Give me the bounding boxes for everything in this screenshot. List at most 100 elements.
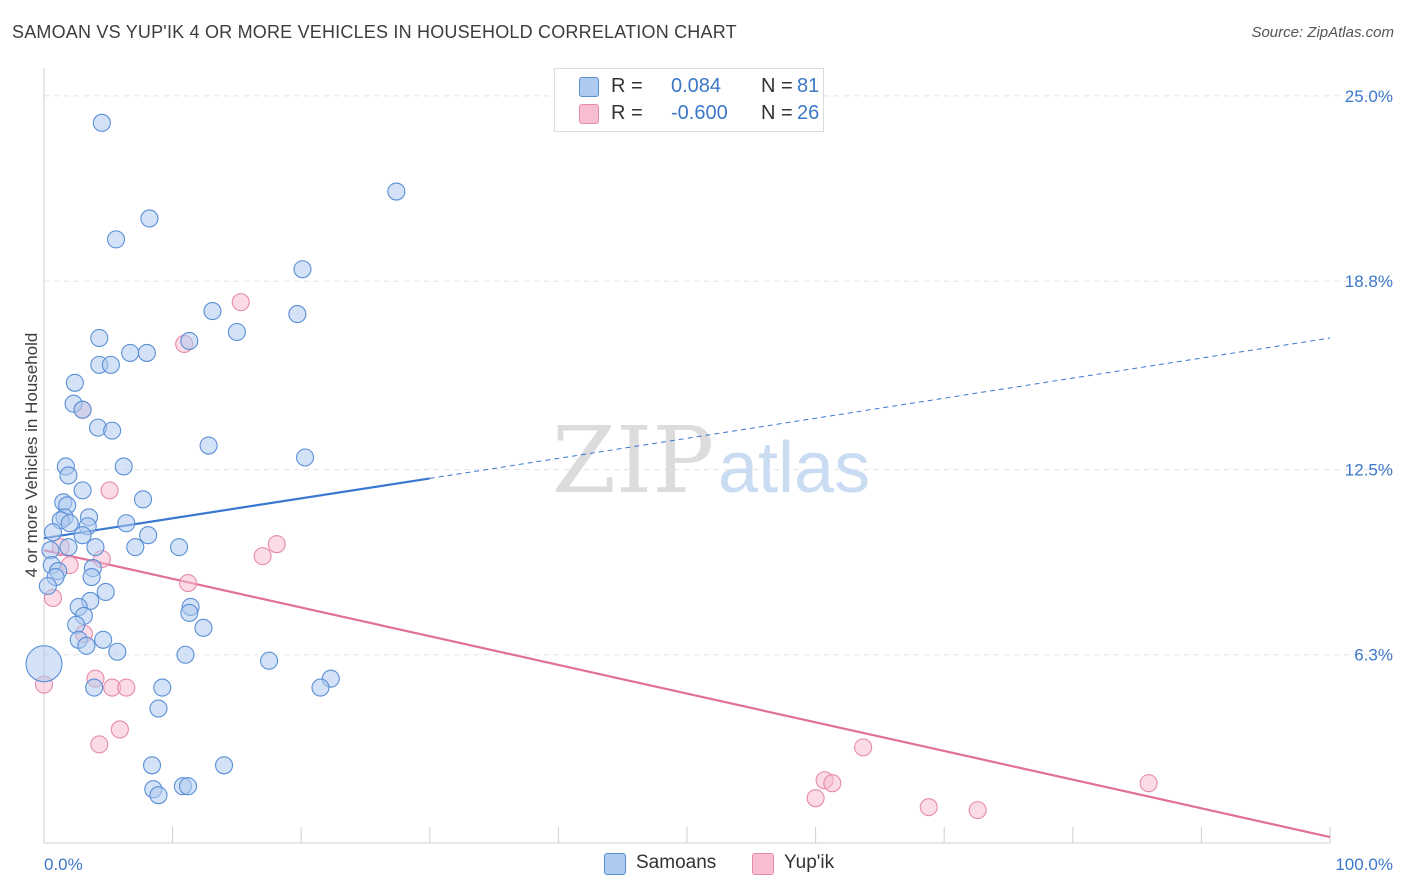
samoans-point	[176, 645, 195, 664]
samoans-point	[108, 642, 127, 661]
samoans-point	[85, 678, 104, 697]
yupik-point	[1139, 774, 1158, 793]
samoans-point	[126, 538, 145, 557]
samoans-r-label: R =	[611, 75, 643, 97]
yupik-r-value: -0.600	[671, 102, 728, 124]
samoans-swatch	[579, 77, 599, 97]
samoans-point	[106, 230, 126, 249]
samoans-point	[101, 355, 120, 374]
correlation-legend: R = 0.084 N = 81 R = -0.600 N = 26	[554, 68, 824, 132]
samoans-point	[114, 457, 133, 476]
x-tick-label-max: 100.0%	[1335, 855, 1393, 874]
watermark-zip: ZIP	[552, 407, 714, 514]
samoans-trend-line	[43, 477, 430, 540]
yupik-point	[231, 293, 250, 312]
y-tick-label: 18.8%	[1345, 272, 1393, 291]
y-tick-label: 12.5%	[1345, 460, 1393, 479]
samoans-trend-extension	[429, 337, 1331, 479]
samoans-point	[41, 541, 60, 560]
samoans-point	[137, 343, 156, 362]
samoans-point	[86, 538, 105, 557]
samoans-point	[296, 448, 315, 467]
yupik-point	[267, 535, 286, 554]
yupik-swatch	[579, 104, 599, 124]
samoans-point	[25, 645, 63, 683]
yupik-point	[110, 720, 129, 739]
samoans-point	[117, 514, 136, 533]
gridlines	[44, 95, 1394, 656]
samoans-point	[288, 305, 307, 324]
samoans-point	[38, 576, 57, 596]
samoans-n-value: 81	[797, 75, 820, 97]
samoans-n-label: N =	[761, 75, 793, 97]
samoans-point	[103, 421, 122, 440]
samoans-point	[96, 582, 115, 602]
yupik-point	[968, 801, 987, 820]
samoans-point	[90, 328, 109, 348]
source-label: Source: ZipAtlas.com	[1251, 24, 1394, 41]
yupik-point	[806, 789, 825, 808]
samoans-point	[194, 618, 213, 637]
samoans-point	[121, 343, 140, 362]
y-tick-label: 25.0%	[1345, 87, 1393, 106]
chart-title: SAMOAN VS YUP'IK 4 OR MORE VEHICLES IN H…	[12, 22, 737, 42]
watermark-atlas: atlas	[718, 428, 870, 508]
samoans-point	[82, 567, 101, 587]
y-tick-labels: 6.3% 12.5% 18.8% 25.0%	[1345, 87, 1393, 665]
samoans-point	[293, 260, 312, 279]
samoans-point	[199, 436, 218, 455]
samoans-point	[77, 636, 96, 655]
samoans-point	[67, 615, 86, 634]
samoans-point	[59, 538, 78, 557]
samoans-point	[43, 523, 63, 542]
samoans-point	[60, 514, 79, 533]
samoans-point	[73, 400, 92, 419]
samoans-point	[94, 630, 113, 649]
samoans-point	[142, 756, 162, 775]
samoans-point	[133, 490, 153, 509]
samoans-point	[214, 756, 234, 775]
yupik-point	[854, 738, 873, 757]
samoans-point	[259, 651, 279, 670]
yupik-point	[90, 735, 109, 754]
samoans-point	[178, 777, 198, 796]
samoans-point	[73, 481, 92, 500]
yupik-n-value: 26	[797, 102, 820, 124]
samoans-point	[227, 322, 246, 342]
yupik-point	[919, 798, 938, 817]
samoans-point	[180, 603, 199, 622]
samoans-point	[311, 678, 330, 697]
yupik-legend-swatch	[752, 853, 774, 875]
yupik-point	[178, 573, 198, 593]
yupik-point	[253, 547, 272, 566]
samoans-points	[25, 113, 406, 805]
yupik-point	[100, 481, 119, 500]
yupik-trend-line	[43, 549, 1331, 839]
samoans-point	[149, 699, 168, 718]
samoans-point	[59, 466, 78, 485]
samoans-legend-label: Samoans	[636, 852, 717, 873]
samoans-point	[203, 302, 222, 321]
yupik-r-label: R =	[611, 102, 643, 124]
samoans-point	[140, 209, 159, 228]
samoans-point	[153, 678, 172, 697]
yupik-n-label: N =	[761, 102, 793, 124]
samoans-point	[73, 526, 92, 545]
samoans-r-value: 0.084	[671, 75, 722, 97]
yupik-points	[34, 293, 1158, 820]
yupik-legend-label: Yup'ik	[784, 852, 835, 873]
y-tick-label: 6.3%	[1354, 646, 1393, 665]
y-axis-label: 4 or more Vehicles in Household	[22, 332, 41, 578]
trend-lines	[43, 337, 1331, 839]
samoans-point	[139, 526, 158, 545]
samoans-point	[92, 113, 111, 132]
x-tick-labels: 0.0% 100.0%	[44, 855, 1393, 874]
samoans-point	[169, 538, 189, 557]
samoans-point	[387, 182, 406, 201]
yupik-point	[117, 678, 136, 697]
x-tick-label-min: 0.0%	[44, 855, 83, 874]
samoans-legend-swatch	[604, 853, 626, 875]
yupik-point	[823, 774, 842, 793]
axes	[43, 68, 1331, 844]
